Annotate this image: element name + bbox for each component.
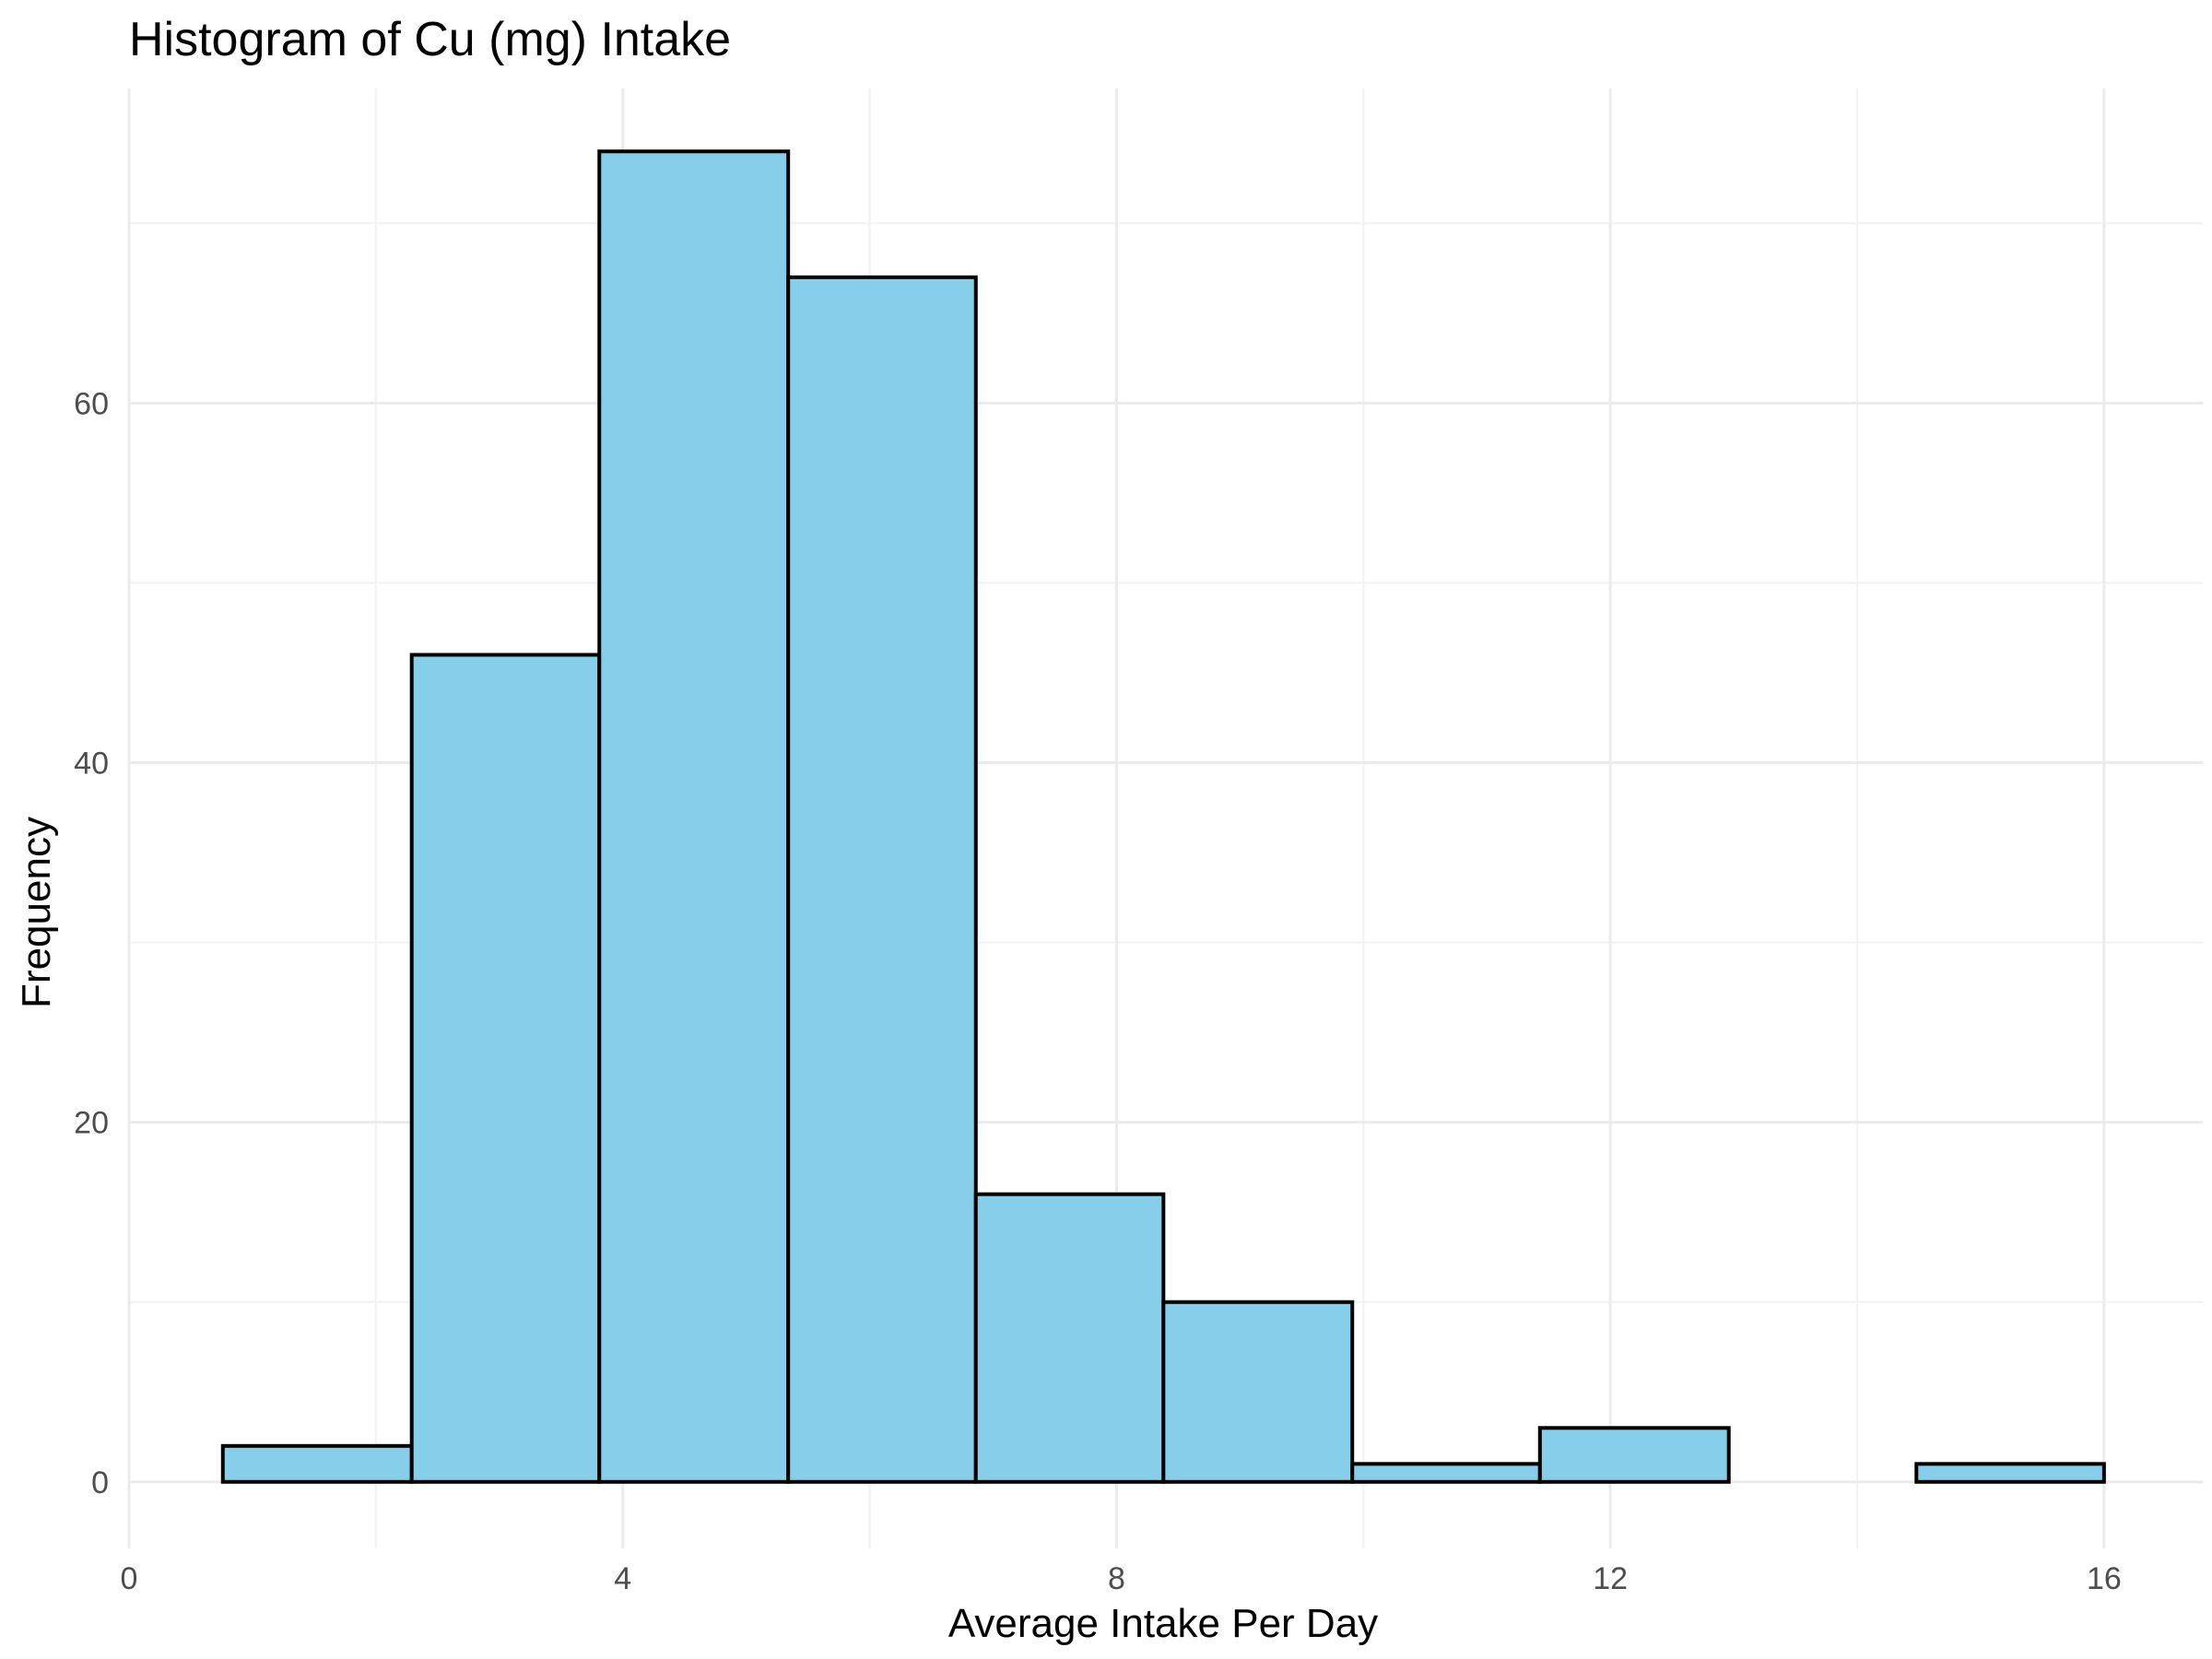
x-tick-label: 16 [2087,1561,2122,1596]
y-tick-label: 40 [74,747,109,782]
chart-title: Histogram of Cu (mg) Intake [129,13,731,66]
x-tick-label: 0 [121,1561,138,1596]
x-axis-title: Average Intake Per Day [948,1601,1378,1646]
y-tick-label: 20 [74,1106,109,1141]
y-axis-ticks: 0 20 40 60 [74,386,109,1500]
histogram-bar-10 [1914,1462,2106,1484]
histogram-bar-4 [786,275,978,1484]
x-axis-ticks: 0 4 8 12 16 [121,1561,2122,1596]
histogram-bar-5 [973,1192,1166,1484]
x-tick-label: 12 [1593,1561,1628,1596]
histogram-bar-6 [1161,1300,1355,1484]
histogram-bar-1 [220,1443,414,1484]
histogram-bar-2 [409,653,602,1484]
x-tick-label: 8 [1108,1561,1125,1596]
x-tick-label: 4 [614,1561,631,1596]
y-tick-label: 0 [91,1465,109,1500]
y-tick-label: 60 [74,386,109,421]
histogram-bar-8 [1537,1426,1731,1484]
histogram-bar-3 [597,149,791,1484]
y-axis-title: Frequency [14,817,59,1008]
histogram-bars [220,149,2106,1484]
histogram-bar-7 [1350,1462,1542,1484]
